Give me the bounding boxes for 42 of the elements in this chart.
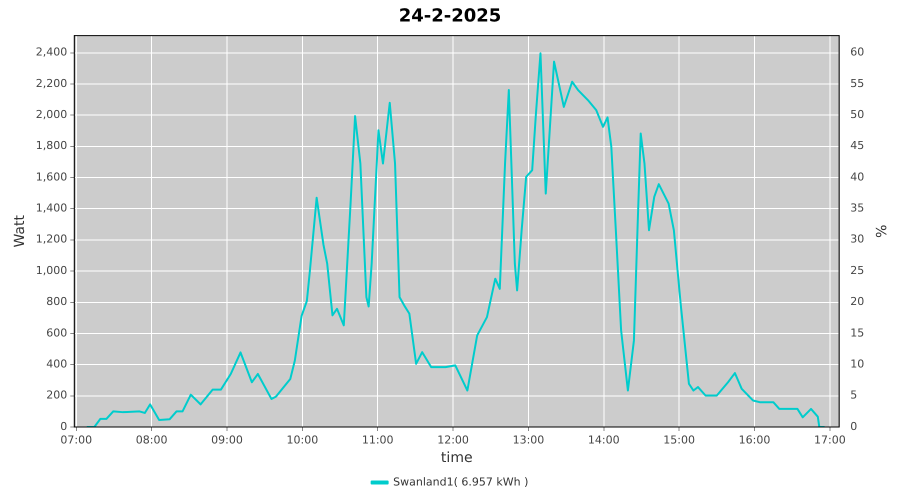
y2-tick-label: 25 <box>850 264 864 277</box>
y-tick-label: 1,000 <box>36 264 68 277</box>
x-tick-label: 11:00 <box>362 433 394 446</box>
x-tick-label: 08:00 <box>136 433 168 446</box>
chart-title: 24-2-2025 <box>398 5 502 26</box>
y-tick-label: 0 <box>60 420 68 433</box>
y2-tick-label: 20 <box>850 295 864 308</box>
y2-axis-title: % <box>872 224 888 238</box>
y-tick-label: 600 <box>46 326 68 340</box>
y2-tick-label: 60 <box>850 46 864 59</box>
y2-tick-label: 30 <box>850 232 864 246</box>
x-tick-label: 16:00 <box>738 433 770 446</box>
x-tick-label: 13:00 <box>512 433 544 446</box>
x-tick-label: 10:00 <box>286 433 318 446</box>
y-tick-label: 2,200 <box>36 76 68 90</box>
y-tick-label: 200 <box>46 388 68 402</box>
y2-tick-label: 45 <box>850 139 864 152</box>
y-tick-label: 400 <box>46 357 68 370</box>
y2-tick-label: 35 <box>850 202 864 215</box>
x-tick-label: 15:00 <box>663 433 695 446</box>
x-tick-label: 09:00 <box>211 433 243 446</box>
y-tick-label: 1,800 <box>36 139 68 152</box>
y-axis-title: Watt <box>12 214 28 248</box>
y2-tick-label: 10 <box>850 357 864 370</box>
y2-tick-label: 40 <box>850 170 864 184</box>
x-tick-label: 14:00 <box>588 433 620 446</box>
y-tick-label: 1,600 <box>36 170 68 184</box>
y2-tick-label: 15 <box>850 326 864 340</box>
x-tick-label: 17:00 <box>814 433 846 446</box>
y-tick-label: 1,200 <box>36 232 68 246</box>
y-tick-label: 2,400 <box>36 46 68 59</box>
y2-tick-label: 55 <box>850 76 864 90</box>
y2-tick-label: 0 <box>850 420 858 433</box>
legend-label: Swanland1( 6.957 kWh ) <box>393 475 528 488</box>
x-tick-label: 12:00 <box>437 433 469 446</box>
y-tick-label: 1,400 <box>36 202 68 215</box>
x-axis-title: time <box>440 450 473 466</box>
y-tick-label: 2,000 <box>36 108 68 121</box>
y2-tick-label: 5 <box>850 388 858 402</box>
x-tick-label: 07:00 <box>60 433 92 446</box>
y-tick-label: 800 <box>46 295 68 308</box>
y2-tick-label: 50 <box>850 108 864 121</box>
